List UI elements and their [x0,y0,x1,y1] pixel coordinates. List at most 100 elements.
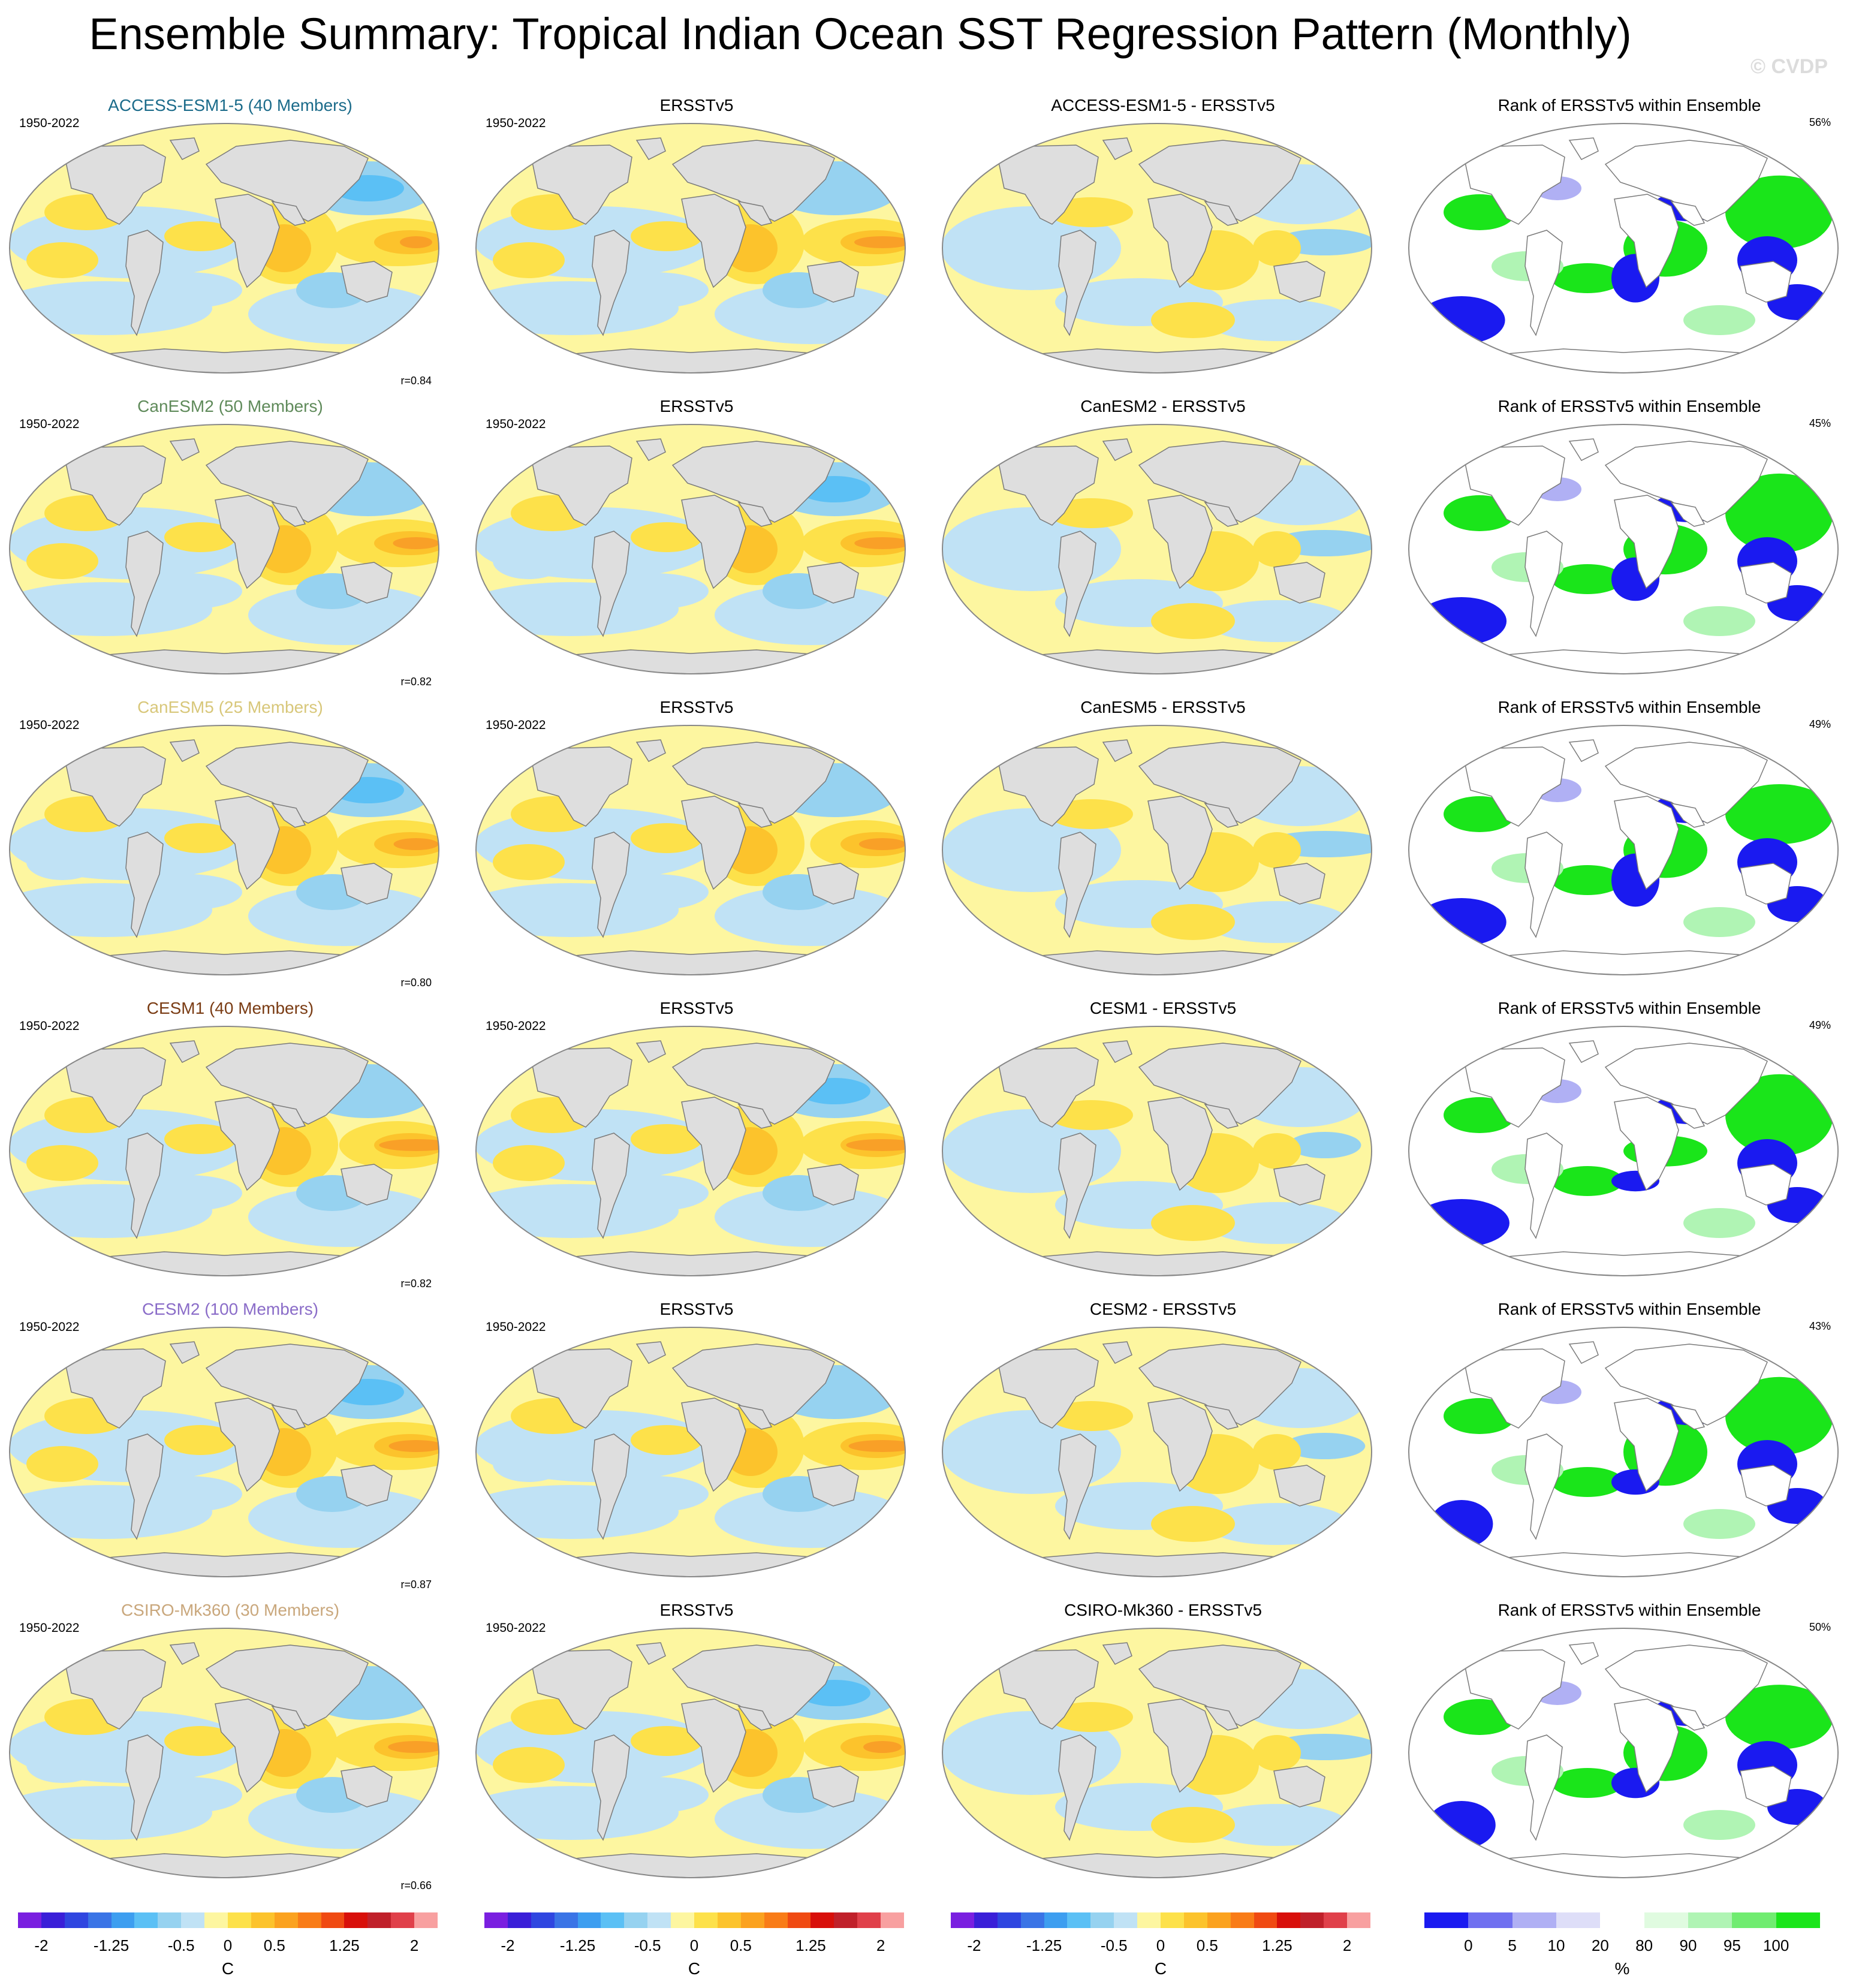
map-outline [1408,1628,1839,1878]
colorbar-swatch [367,1912,391,1928]
colorbar-swatch [1424,1912,1469,1928]
land-mass [1204,802,1239,828]
map-outline [942,424,1372,674]
rank-map [1408,1327,1839,1577]
land-mass [1138,441,1301,523]
land-mass [1102,1040,1132,1063]
field-anomaly-region [1551,1166,1623,1196]
pattern-correlation: r=0.82 [400,1278,432,1290]
land-mass [635,1642,666,1665]
obs-panel: ERSSTv5 1950-2022 [475,96,918,390]
colorbar-swatch [64,1912,89,1928]
field-anomaly-region [1049,1100,1133,1130]
land-mass [65,144,166,225]
land-mass [1604,742,1768,824]
difference-title: CESM2 - ERSSTv5 [1089,1300,1237,1318]
land-mass [1479,1853,1769,1878]
field-anomaly-region [164,823,236,853]
land-mass [998,1047,1099,1128]
land-mass [531,1348,632,1429]
land-mass [1479,950,1769,975]
diff-map [942,123,1372,373]
land-mass [1670,802,1706,828]
land-mass [215,1397,280,1492]
model-map [9,123,439,373]
colorbar-swatch [577,1912,601,1928]
colorbar-swatch [391,1912,415,1928]
colorbar-tick-label: -2 [501,1936,515,1954]
colorbar-swatch [764,1912,788,1928]
land-mass [1138,742,1301,824]
years-label: 1950-2022 [486,1621,546,1635]
land-mass [1013,348,1303,373]
land-mass [1464,144,1565,225]
colorbar-tick-label: 20 [1591,1936,1609,1954]
colorbar-tick-label: 1.25 [329,1936,360,1954]
field-anomaly-region [400,236,432,248]
colorbar-unit-label: C [221,1959,234,1978]
land-mass [1670,501,1706,527]
land-mass [169,1341,200,1364]
obs-panel: ERSSTv5 1950-2022 [475,1601,918,1894]
field-anomaly-region [1205,1202,1349,1244]
land-mass [65,746,166,827]
land-mass [1058,531,1096,637]
field-anomaly-region [1205,600,1349,642]
field-anomaly-region [1551,263,1623,293]
land-mass [1614,1397,1679,1492]
field-anomaly-region [1049,498,1133,528]
diff-panel: CESM2 - ERSSTv5 [941,1300,1385,1594]
land-mass [737,802,773,828]
colorbar-tick-label: 100 [1762,1936,1789,1954]
land-mass [1273,261,1325,303]
field-anomaly-region [854,236,905,248]
difference-title: CESM1 - ERSSTv5 [1089,999,1237,1017]
land-mass [635,739,666,762]
land-mass [1740,261,1792,303]
land-mass [592,832,630,938]
field-anomaly-region [631,522,703,552]
land-mass [125,1132,164,1239]
colorbar-swatch [1512,1912,1557,1928]
land-mass [1479,649,1769,674]
field-anomaly-region [388,1440,439,1452]
obs-title: ERSSTv5 [659,397,734,415]
rank-title: Rank of ERSSTv5 within Ensemble [1498,698,1761,716]
obs-map [475,1327,906,1577]
pattern-correlation: r=0.80 [400,977,432,989]
land-mass [807,562,859,604]
land-mass [271,1103,306,1129]
land-mass [1013,1251,1303,1276]
rank-title: Rank of ERSSTv5 within Ensemble [1498,999,1761,1017]
colorbar-swatch [1090,1912,1114,1928]
colorbar-swatch [1776,1912,1821,1928]
land-mass [1524,832,1563,938]
land-mass [1204,1404,1239,1430]
model-map [9,1026,439,1276]
rank-percent: 56% [1809,116,1831,128]
field-anomaly-region [1725,1685,1833,1749]
land-mass [341,1164,393,1206]
field-anomaly-region [1049,799,1133,829]
field-anomaly-region [1151,1506,1235,1542]
map-outline [475,725,906,975]
land-mass [215,1097,280,1191]
land-mass [635,137,666,160]
land-mass [1604,1043,1768,1125]
field-anomaly-region [493,1145,565,1181]
colorbar-swatch [1732,1912,1777,1928]
land-mass [546,348,836,373]
land-mass [169,1040,200,1063]
rank-panel: Rank of ERSSTv5 within Ensemble 49% [1408,999,1851,1293]
field-anomaly-region [858,838,905,850]
land-mass [1568,438,1599,461]
land-mass [1670,1705,1706,1731]
land-mass [1524,1734,1563,1841]
land-mass [1479,348,1769,373]
land-mass [205,1644,369,1727]
land-mass [1670,1404,1706,1430]
colorbar-unit-label: % [1614,1959,1630,1978]
field-anomaly-region [1551,1467,1623,1497]
colorbar-tick-label: -1.25 [93,1936,129,1954]
colorbar-swatch [1277,1912,1301,1928]
